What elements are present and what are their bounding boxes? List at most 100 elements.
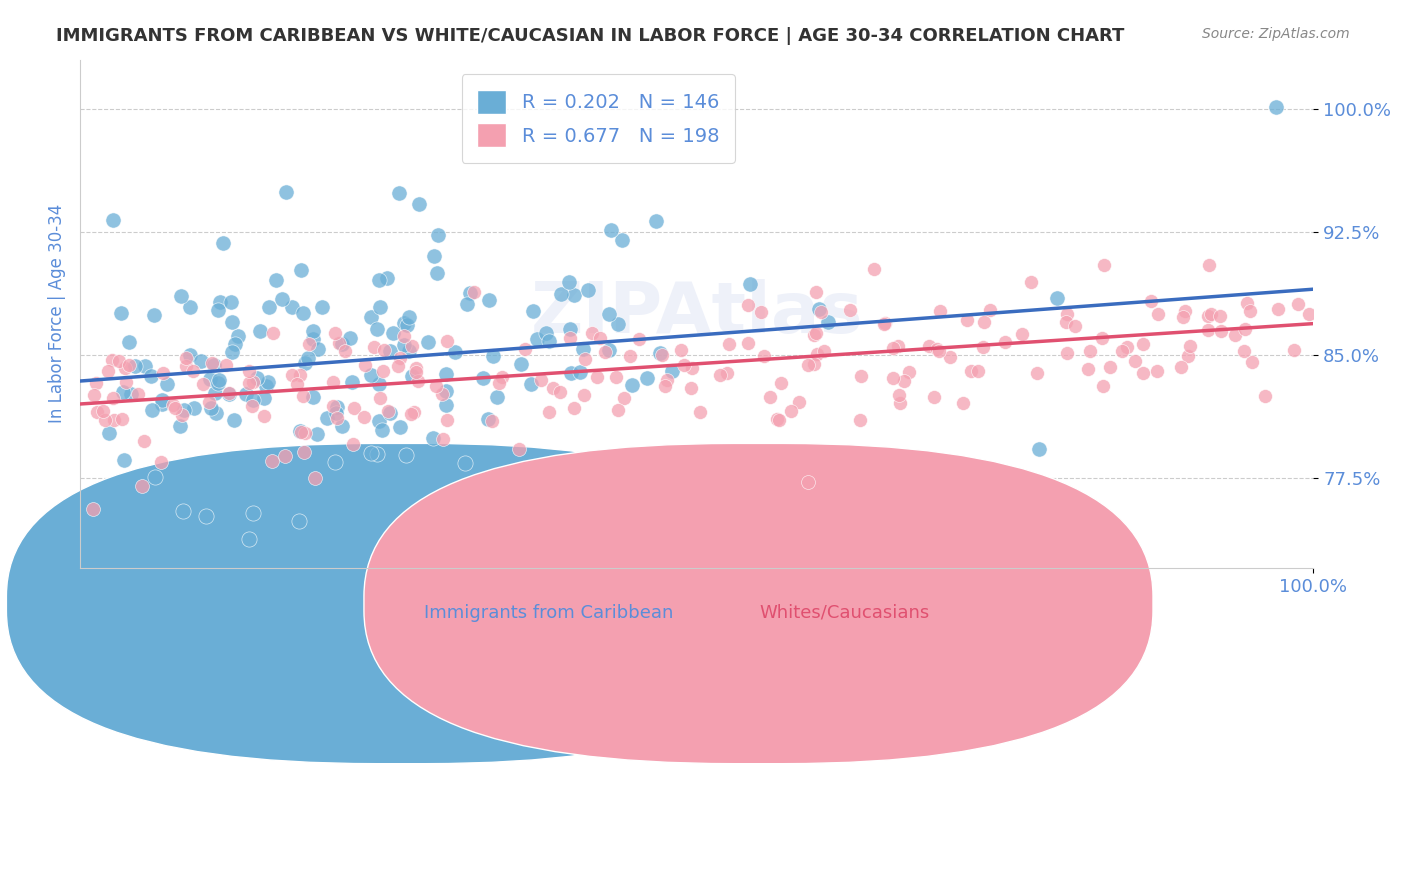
Point	[323, 326, 346, 341]
Point	[202, 358, 225, 372]
Point	[522, 303, 544, 318]
Point	[651, 348, 673, 362]
Point	[1209, 310, 1232, 324]
Point	[398, 344, 420, 359]
Point	[367, 377, 389, 392]
Point	[515, 343, 537, 357]
Point	[1267, 301, 1289, 316]
Point	[174, 351, 197, 365]
Point	[228, 329, 250, 343]
Point	[1233, 322, 1256, 336]
Point	[578, 283, 600, 297]
Point	[172, 408, 194, 422]
Point	[562, 287, 585, 301]
Point	[378, 406, 401, 420]
Point	[1140, 293, 1163, 308]
Point	[1298, 307, 1320, 321]
Point	[211, 236, 233, 251]
Point	[304, 471, 326, 485]
Point	[316, 411, 339, 425]
Point	[360, 310, 382, 324]
Point	[207, 303, 229, 318]
Point	[1028, 442, 1050, 456]
Point	[1077, 361, 1099, 376]
Point	[1197, 309, 1219, 323]
Point	[637, 371, 659, 385]
Point	[817, 315, 839, 329]
Point	[530, 373, 553, 387]
Point	[382, 326, 405, 340]
Text: ZIPAtlas: ZIPAtlas	[530, 279, 863, 348]
Point	[340, 376, 363, 390]
Point	[131, 479, 153, 493]
Point	[368, 391, 391, 405]
Point	[371, 423, 394, 437]
Point	[752, 349, 775, 363]
Point	[367, 414, 389, 428]
Point	[427, 228, 450, 243]
Point	[1173, 310, 1195, 325]
Point	[155, 376, 177, 391]
Point	[737, 298, 759, 312]
Point	[610, 233, 633, 247]
Point	[392, 338, 415, 352]
Point	[141, 403, 163, 417]
Point	[281, 300, 304, 314]
Point	[1078, 343, 1101, 358]
Point	[541, 381, 564, 395]
Point	[253, 391, 276, 405]
Point	[973, 315, 995, 329]
Point	[508, 442, 530, 456]
Point	[1177, 350, 1199, 364]
Point	[325, 411, 347, 425]
Point	[929, 304, 952, 318]
Point	[221, 345, 243, 359]
Point	[238, 376, 260, 391]
Point	[394, 448, 416, 462]
Point	[1019, 275, 1042, 289]
Point	[111, 385, 134, 400]
Point	[478, 293, 501, 308]
Point	[471, 370, 494, 384]
Point	[339, 331, 361, 345]
Point	[1025, 366, 1047, 380]
Point	[709, 368, 731, 383]
Point	[246, 370, 269, 384]
Point	[922, 390, 945, 404]
Point	[1265, 100, 1288, 114]
Point	[335, 344, 357, 359]
Point	[375, 271, 398, 285]
Point	[238, 364, 260, 378]
Point	[367, 273, 389, 287]
Point	[526, 332, 548, 346]
Text: Source: ZipAtlas.com: Source: ZipAtlas.com	[1202, 27, 1350, 41]
Point	[1046, 291, 1069, 305]
Point	[152, 366, 174, 380]
Point	[366, 321, 388, 335]
Point	[558, 322, 581, 336]
Point	[360, 368, 382, 382]
Point	[91, 403, 114, 417]
Point	[520, 377, 543, 392]
Point	[190, 354, 212, 368]
FancyBboxPatch shape	[364, 443, 1153, 764]
Point	[174, 359, 197, 373]
Point	[353, 410, 375, 425]
Point	[110, 306, 132, 320]
Point	[172, 504, 194, 518]
Point	[1254, 389, 1277, 403]
Point	[103, 413, 125, 427]
Point	[648, 345, 671, 359]
Point	[218, 386, 240, 401]
Point	[1132, 367, 1154, 381]
Point	[169, 419, 191, 434]
Point	[150, 392, 173, 407]
Point	[434, 367, 457, 381]
Point	[780, 404, 803, 418]
Point	[797, 358, 820, 372]
Point	[589, 331, 612, 345]
Point	[875, 316, 897, 330]
Point	[191, 376, 214, 391]
Point	[952, 396, 974, 410]
Point	[769, 376, 792, 391]
